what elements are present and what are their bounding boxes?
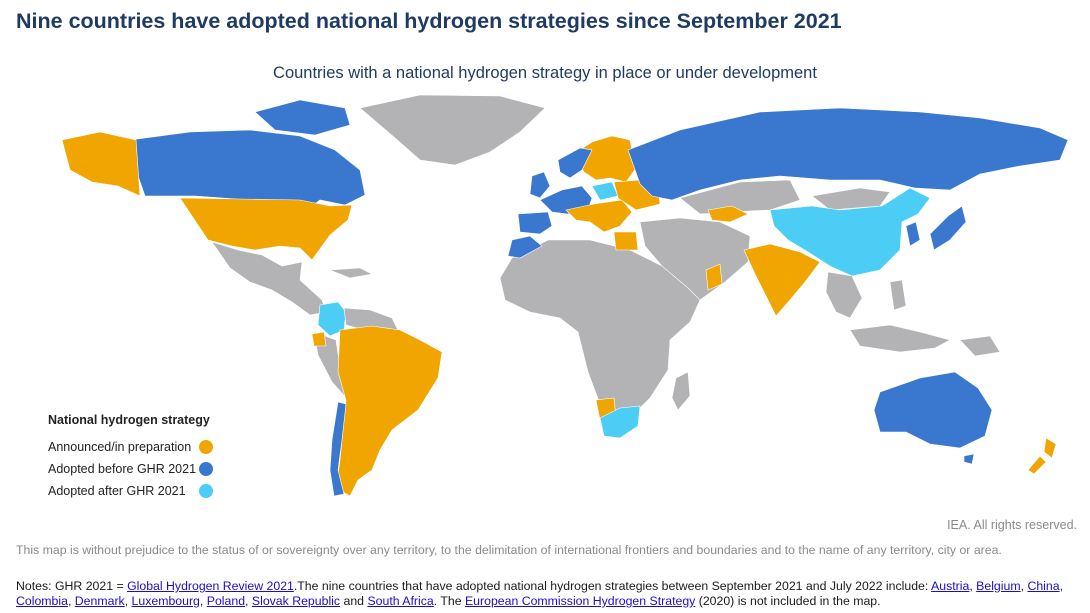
country-link-south-africa[interactable]: South Africa [367,594,434,608]
notes-suffix: (2020) is not included in the map. [695,594,881,608]
region-new-zealand [1043,437,1057,459]
region-ecuador [311,331,327,347]
region-new-zealand-south [1027,455,1047,475]
legend-swatch [199,484,213,498]
notes-and: and [340,594,368,608]
legend-swatch [199,440,213,454]
region-southeast-asia [825,271,863,319]
region-iberia [517,211,553,235]
region-morocco [507,235,543,259]
region-central-asia [679,179,801,215]
region-middle-east [639,217,751,301]
disclaimer: This map is without prejudice to the sta… [16,543,1002,557]
map-legend: National hydrogen strategy Announced/in … [48,413,213,502]
notes-the: . The [433,594,465,608]
region-brazil-argentina [335,325,443,497]
country-link-china[interactable]: China [1027,579,1060,593]
region-madagascar [671,371,691,411]
region-china [769,187,931,277]
page-title: Nine countries have adopted national hyd… [16,9,842,33]
region-canada-arctic [254,99,351,136]
region-indonesia [849,324,951,353]
map-subtitle: Countries with a national hydrogen strat… [273,64,817,82]
region-uzbekistan [707,205,749,223]
ec-strategy-link[interactable]: European Commission Hydrogen Strategy [464,594,696,608]
region-tasmania [963,453,975,465]
region-southern-europe [565,199,633,233]
region-mongolia [811,187,891,211]
country-link-belgium[interactable]: Belgium [976,579,1021,593]
legend-item-adopted-before: Adopted before GHR 2021 [48,458,213,480]
region-russia [627,107,1069,201]
country-link-denmark[interactable]: Denmark [74,594,125,608]
legend-label: Adopted after GHR 2021 [48,484,186,498]
region-philippines [889,279,907,311]
legend-label: Adopted before GHR 2021 [48,462,197,476]
region-africa [499,239,701,425]
region-japan [929,205,967,251]
legend-title: National hydrogen strategy [48,413,210,427]
rights-notice: IEA. All rights reserved. [947,518,1077,532]
country-link-poland[interactable]: Poland [206,594,246,608]
region-south-africa [599,405,641,439]
notes-prefix: Notes: GHR 2021 = [16,579,128,593]
region-oman [705,263,723,291]
region-scandinavia [571,135,637,183]
region-uk [529,171,551,199]
ghr-link[interactable]: Global Hydrogen Review 2021 [127,579,294,593]
region-norway [557,147,593,179]
country-link-slovak-republic[interactable]: Slovak Republic [251,594,341,608]
notes: Notes: GHR 2021 = Global Hydrogen Review… [16,579,1063,608]
region-chile [329,401,347,497]
region-caribbean [329,267,373,279]
region-canada [129,129,366,216]
region-usa [179,197,353,261]
country-link-luxembourg[interactable]: Luxembourg [131,594,200,608]
country-link-austria[interactable]: Austria [931,579,970,593]
legend-label: Announced/in preparation [48,440,192,454]
region-poland [591,181,619,201]
legend-swatch [199,462,213,476]
country-link-colombia[interactable]: Colombia [16,594,68,608]
region-egypt [613,231,639,251]
legend-item-adopted-after: Adopted after GHR 2021 [48,480,213,502]
legend-item-announced: Announced/in preparation [48,436,213,458]
notes-middle: .The nine countries that have adopted na… [293,579,932,593]
region-png [959,335,1001,357]
region-alaska [61,131,141,197]
region-korea [905,221,921,247]
region-india [743,243,821,317]
region-greenland [359,94,546,166]
region-australia [873,371,993,449]
